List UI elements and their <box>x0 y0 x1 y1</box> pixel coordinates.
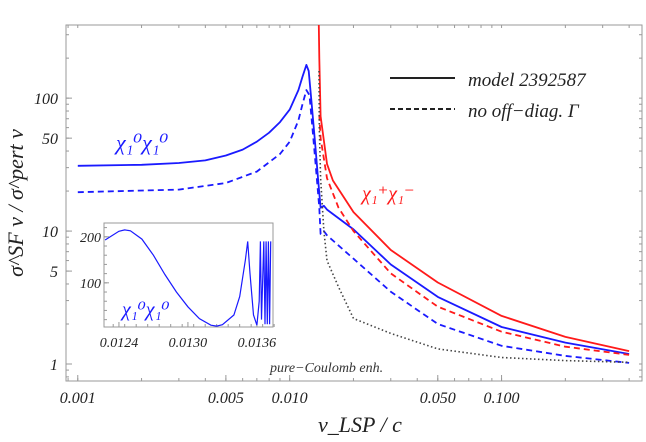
y-axis-label: σ^SF v / σ^pert v <box>3 129 28 277</box>
legend-label-dashed: no off−diag. Γ <box>468 101 580 122</box>
x-tick-label: 0.010 <box>272 390 308 407</box>
x-axis-label: v_LSP / c <box>318 412 402 437</box>
inset-y-tick-label: 100 <box>80 277 101 292</box>
x-tick-label: 0.050 <box>420 390 456 407</box>
inset-label: χ₁⁰χ₁⁰ <box>120 299 170 321</box>
annotation-neutral: χ₁⁰χ₁⁰ <box>114 130 168 155</box>
inset-frame <box>103 222 274 328</box>
x-tick-label: 0.100 <box>484 390 520 407</box>
x-tick-label: 0.005 <box>208 390 244 407</box>
series-chargino-dashed <box>318 114 630 356</box>
legend-label-solid: model 2392587 <box>468 70 587 91</box>
annotation-coulomb: pure−Coulomb enh. <box>269 361 383 376</box>
legend: model 2392587 no off−diag. Γ <box>390 70 587 122</box>
inset-x-tick-label: 0.0136 <box>238 336 277 351</box>
inset-series <box>104 229 272 327</box>
series-chargino-solid <box>317 24 630 352</box>
inset-x-tick-label: 0.0124 <box>100 336 139 351</box>
inset-y-tick-label: 200 <box>80 231 101 246</box>
y-tick-label: 5 <box>50 264 58 281</box>
series-coulomb-dotted <box>318 70 630 364</box>
x-tick-label: 0.001 <box>60 390 96 407</box>
annotation-chargino: χ₁⁺χ₁⁻ <box>360 183 415 205</box>
series-neutral-solid <box>77 64 630 355</box>
y-tick-label: 1 <box>50 357 58 374</box>
y-tick-label: 10 <box>42 224 58 241</box>
y-tick-label: 100 <box>34 91 58 108</box>
plot-frame <box>65 24 643 382</box>
inset-x-tick-label: 0.0130 <box>169 336 208 351</box>
y-tick-label: 50 <box>42 131 58 148</box>
